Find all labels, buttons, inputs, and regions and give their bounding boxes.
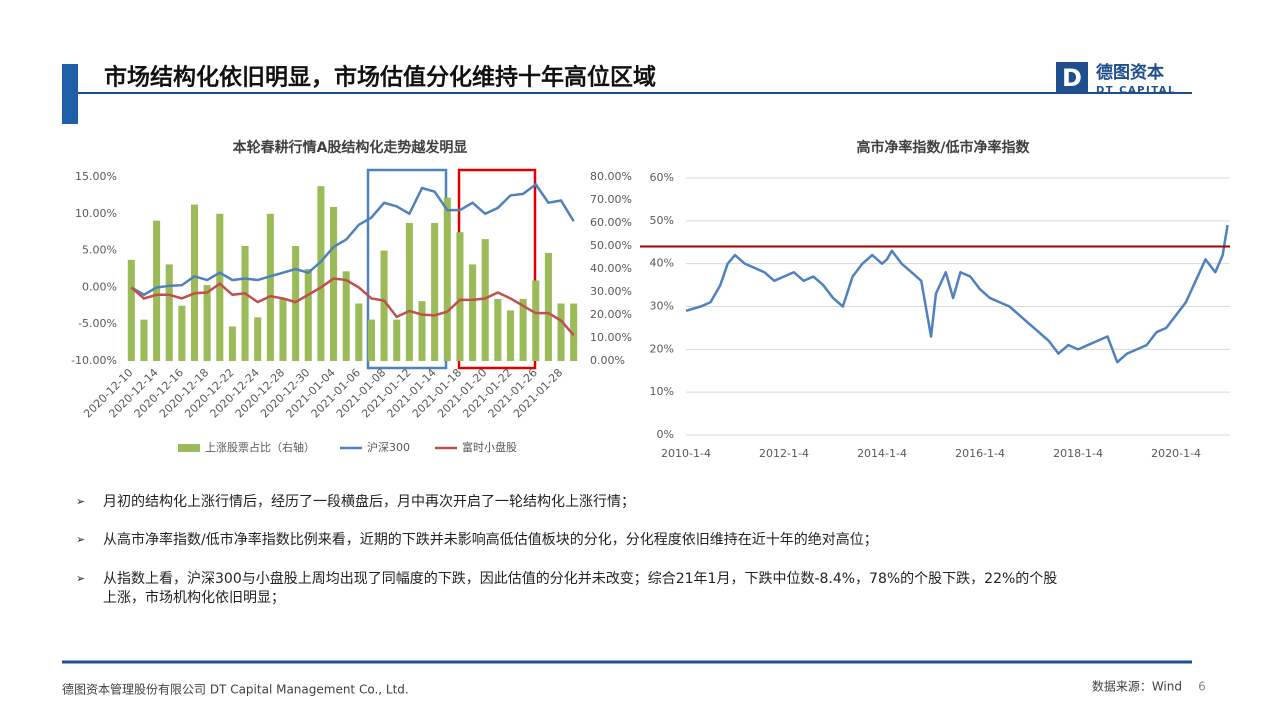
x-tick-label: 2010-1-4 [661,447,711,460]
logo-en: DT CAPITAL [1096,85,1176,96]
bar [380,250,388,361]
bullet-text: 月初的结构化上涨行情后，经历了一段横盘后，月中再次开启了一轮结构化上涨行情； [103,493,635,510]
page-number: 6 [1198,680,1206,694]
y2-tick-label: 0.00% [590,354,625,367]
bar [570,303,578,361]
bar [317,186,325,361]
bar [241,246,249,361]
y-tick-label: 0% [657,428,674,441]
footer-source: 数据来源：Wind [1092,679,1182,694]
bar [367,319,375,361]
line [130,182,575,297]
bullet-marker: ➢ [76,533,85,546]
bar [292,246,300,361]
line [685,224,1229,364]
bar [481,239,489,361]
y-tick-label: 5.00% [82,244,117,257]
x-tick-label: 2018-1-4 [1053,447,1103,460]
chart-title: 本轮春耕行情A股结构化走势越发明显 [233,139,468,156]
bar [153,220,161,361]
bar [279,298,287,361]
bar [532,280,540,361]
y2-tick-label: 20.00% [590,308,632,321]
bar [418,301,426,361]
bar [254,317,262,361]
y2-tick-label: 10.00% [590,331,632,344]
header-bar [62,64,78,124]
bar [519,298,527,361]
y-tick-label: 30% [650,300,674,313]
bar [557,303,565,361]
legend-swatch [178,444,200,452]
y-tick-label: 60% [650,171,674,184]
bar [544,252,552,361]
y2-tick-label: 70.00% [590,193,632,206]
y2-tick-label: 60.00% [590,216,632,229]
bar [178,305,186,361]
logo-mark: D [1062,64,1082,92]
legend-label: 富时小盘股 [462,440,517,454]
x-tick-label: 2014-1-4 [857,447,907,460]
bullet-marker: ➢ [76,495,85,508]
legend-label: 上涨股票占比（右轴） [205,440,315,454]
footer-company: 德图资本管理股份有限公司 DT Capital Management Co., … [62,682,409,697]
bar [165,264,173,361]
y-tick-label: 0.00% [82,280,117,293]
bar [140,319,148,361]
bar [203,285,211,361]
y-tick-label: 15.00% [75,170,117,183]
bar [190,204,199,361]
bar [469,264,477,361]
chart-title: 高市净率指数/低市净率指数 [856,139,1030,156]
y2-tick-label: 30.00% [590,285,632,298]
y-tick-label: 20% [650,342,674,355]
bar [266,213,274,361]
y-tick-label: 40% [650,257,674,270]
y-tick-label: 10% [650,385,674,398]
y2-tick-label: 50.00% [590,239,632,252]
y2-tick-label: 40.00% [590,262,632,275]
bar [330,206,338,361]
legend-label: 沪深300 [367,440,410,454]
bullet-text: 从高市净率指数/低市净率指数比例来看，近期的下跌并未影响高低估值板块的分化，分化… [103,531,878,548]
bar [431,223,439,361]
slide-title: 市场结构化依旧明显，市场估值分化维持十年高位区域 [104,64,656,91]
x-tick-label: 2020-1-4 [1151,447,1201,460]
x-tick-label: 2016-1-4 [955,447,1005,460]
y-tick-label: -5.00% [78,317,117,330]
logo-cn: 德图资本 [1096,62,1164,83]
bar [355,303,363,361]
bar [216,213,224,361]
x-tick-label: 2012-1-4 [759,447,809,460]
y-tick-label: 10.00% [75,207,117,220]
bar [342,271,350,361]
bullet-text: 上涨，市场机构化依旧明显； [103,589,285,606]
bar [127,259,135,361]
bar [443,197,451,361]
bar [228,326,236,361]
bar [405,223,413,361]
y-tick-label: 50% [650,214,674,227]
bar [304,269,312,361]
line [130,277,575,337]
bullet-text: 从指数上看，沪深300与小盘股上周均出现了同幅度的下跌，因此估值的分化并未改变；… [103,570,1057,587]
bullet-marker: ➢ [76,572,85,585]
bar [494,298,502,361]
bar [506,310,515,361]
bar [393,319,401,361]
y2-tick-label: 80.00% [590,170,632,183]
y-tick-label: -10.00% [71,354,117,367]
logo-box [1056,62,1088,94]
bar [456,232,464,361]
